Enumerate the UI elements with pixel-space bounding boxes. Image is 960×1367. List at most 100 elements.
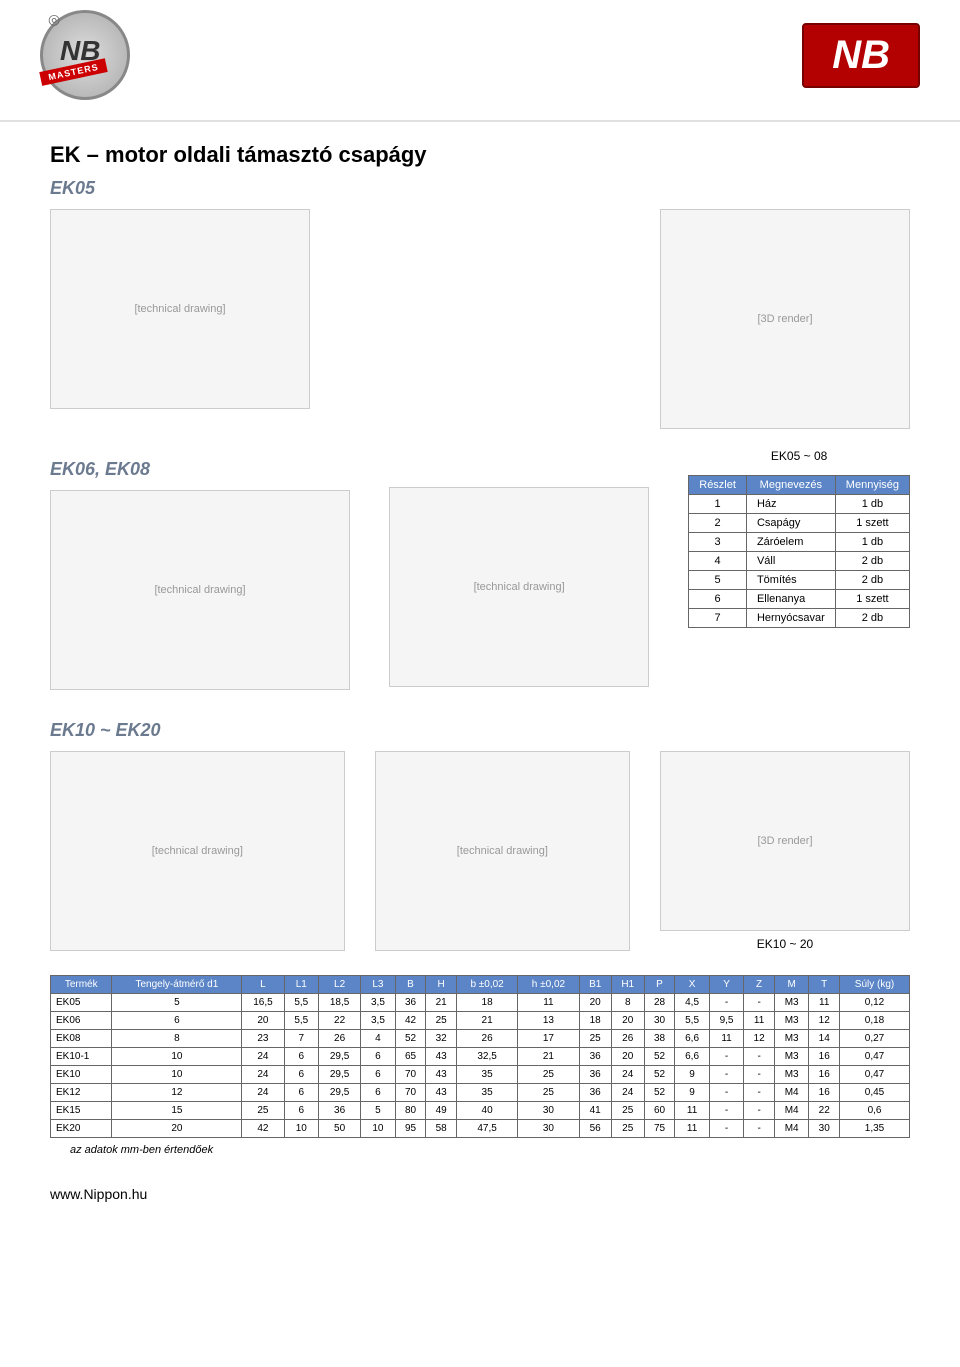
spec-table-cell: 36 — [395, 994, 426, 1012]
spec-table-cell: 7 — [284, 1030, 318, 1048]
spec-table-cell: - — [709, 1120, 743, 1138]
parts-table-cell: 2 db — [835, 552, 909, 571]
spec-table-cell: 0,27 — [840, 1030, 910, 1048]
spec-table-header: H1 — [611, 976, 644, 994]
spec-table-cell: 25 — [611, 1120, 644, 1138]
spec-table-cell: 11 — [809, 994, 840, 1012]
spec-table-cell: 17 — [518, 1030, 579, 1048]
spec-table-cell: 6 — [112, 1012, 242, 1030]
spec-table-cell: M4 — [774, 1084, 808, 1102]
spec-table-cell: 52 — [644, 1048, 675, 1066]
spec-table-cell: 6 — [361, 1048, 395, 1066]
parts-table-cell: Ellenanya — [746, 590, 835, 609]
parts-table: RészletMegnevezésMennyiség 1Ház1 db2Csap… — [688, 475, 910, 628]
spec-table-cell: 9 — [675, 1066, 709, 1084]
spec-table-cell: 50 — [319, 1120, 361, 1138]
spec-table-cell: - — [709, 1102, 743, 1120]
spec-table-cell: 10 — [361, 1120, 395, 1138]
section1-row1: [technical drawing] [3D render] — [50, 209, 910, 429]
spec-table-cell: - — [744, 1084, 775, 1102]
parts-table-cell: 1 db — [835, 495, 909, 514]
spec-table-cell: 3,5 — [361, 994, 395, 1012]
spec-table-cell: 25 — [611, 1102, 644, 1120]
render-label-ek10-20: EK10 ~ 20 — [757, 937, 813, 951]
spec-table-cell: 0,18 — [840, 1012, 910, 1030]
spec-table-cell: - — [709, 1084, 743, 1102]
spec-table-cell: 10 — [112, 1066, 242, 1084]
render-ek10-column: [3D render] EK10 ~ 20 — [660, 751, 910, 955]
spec-table-cell: 20 — [611, 1048, 644, 1066]
spec-table-cell: 12 — [744, 1030, 775, 1048]
spec-table-cell: 24 — [242, 1066, 284, 1084]
spec-table-cell: 52 — [644, 1084, 675, 1102]
spec-table-cell: 32 — [426, 1030, 457, 1048]
spec-table-cell: EK12 — [51, 1084, 112, 1102]
spec-table-cell: 43 — [426, 1048, 457, 1066]
spec-table-cell: - — [744, 1102, 775, 1120]
spec-table-cell: 6 — [361, 1066, 395, 1084]
spec-table-cell: 43 — [426, 1066, 457, 1084]
spec-table-cell: 36 — [579, 1048, 611, 1066]
spec-table-cell: 0,12 — [840, 994, 910, 1012]
spec-table-cell: 24 — [242, 1084, 284, 1102]
spec-table-cell: 70 — [395, 1084, 426, 1102]
spec-table-cell: 5 — [361, 1102, 395, 1120]
spec-table-header: L3 — [361, 976, 395, 994]
spec-table-cell: 36 — [319, 1102, 361, 1120]
spec-table-cell: 5 — [112, 994, 242, 1012]
spec-table-cell: 26 — [611, 1030, 644, 1048]
spec-table-cell: 3,5 — [361, 1012, 395, 1030]
section2-row: [technical drawing] [technical drawing] … — [50, 751, 910, 955]
spec-table-cell: 16 — [809, 1084, 840, 1102]
spec-table-cell: 25 — [579, 1030, 611, 1048]
parts-list-column: EK05 ~ 08 RészletMegnevezésMennyiség 1Há… — [688, 449, 910, 628]
spec-table-cell: 0,45 — [840, 1084, 910, 1102]
spec-table-cell: - — [709, 1066, 743, 1084]
spec-table-cell: EK10 — [51, 1066, 112, 1084]
subtitle-ek05: EK05 — [50, 178, 910, 199]
spec-table-cell: 6,6 — [675, 1048, 709, 1066]
spec-table-cell: - — [709, 994, 743, 1012]
spec-table-cell: 16 — [809, 1048, 840, 1066]
spec-table-cell: 32,5 — [456, 1048, 517, 1066]
spec-table-cell: 21 — [426, 994, 457, 1012]
parts-table-cell: 7 — [689, 609, 747, 628]
drawing-ek10-side: [technical drawing] — [375, 751, 630, 951]
spec-table-cell: 36 — [579, 1084, 611, 1102]
parts-table-row: 5Tömítés2 db — [689, 571, 910, 590]
spec-table-header: L1 — [284, 976, 318, 994]
drawing-ek05: [technical drawing] — [50, 209, 310, 409]
spec-table-cell: 29,5 — [319, 1066, 361, 1084]
spec-table-cell: 21 — [456, 1012, 517, 1030]
spec-table-cell: 8 — [112, 1030, 242, 1048]
spec-table-header: M — [774, 976, 808, 994]
spec-table-header: B — [395, 976, 426, 994]
spec-table-header: Tengely-átmérő d1 — [112, 976, 242, 994]
parts-table-header: Megnevezés — [746, 476, 835, 495]
page-header: NB MASTERS NB — [0, 0, 960, 122]
parts-table-cell: Tömítés — [746, 571, 835, 590]
parts-table-cell: 1 szett — [835, 514, 909, 533]
spec-table-cell: EK15 — [51, 1102, 112, 1120]
spec-table-cell: 22 — [809, 1102, 840, 1120]
spec-table-cell: 42 — [242, 1120, 284, 1138]
spec-table-cell: 20 — [242, 1012, 284, 1030]
spec-table-wrap: TermékTengely-átmérő d1LL1L2L3BHb ±0,02h… — [50, 975, 910, 1156]
spec-table-cell: M3 — [774, 1048, 808, 1066]
spec-table-cell: 14 — [809, 1030, 840, 1048]
spec-table-cell: 52 — [395, 1030, 426, 1048]
spec-table-cell: - — [744, 1048, 775, 1066]
spec-table-header: Z — [744, 976, 775, 994]
parts-table-cell: 6 — [689, 590, 747, 609]
spec-table-cell: 4,5 — [675, 994, 709, 1012]
spec-table-cell: 11 — [675, 1102, 709, 1120]
spec-table-cell: 5,5 — [284, 994, 318, 1012]
spec-table-row: EK05516,55,518,53,536211811208284,5--M31… — [51, 994, 910, 1012]
spec-table-cell: 26 — [456, 1030, 517, 1048]
spec-table-cell: 20 — [611, 1012, 644, 1030]
spec-table-cell: 65 — [395, 1048, 426, 1066]
footnote: az adatok mm-ben értendőek — [70, 1144, 910, 1156]
spec-table-header: T — [809, 976, 840, 994]
page-title: EK – motor oldali támasztó csapágy — [50, 142, 910, 168]
drawing-ek10-front: [technical drawing] — [50, 751, 345, 951]
